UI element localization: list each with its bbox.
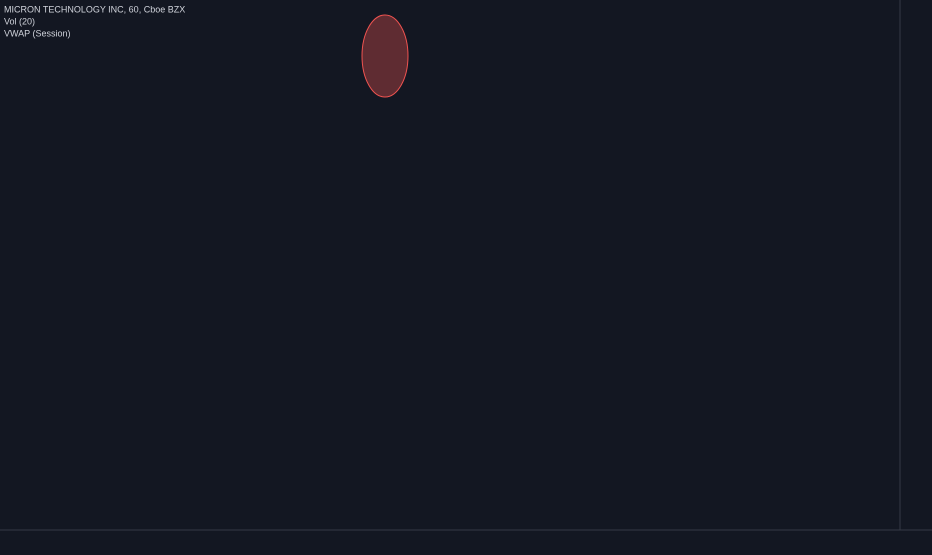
- chart-title: MICRON TECHNOLOGY INC, 60, Cboe BZX: [4, 4, 185, 14]
- price-axis: [900, 0, 932, 550]
- indicator-label: Vol (20): [4, 16, 35, 26]
- indicator-label: VWAP (Session): [4, 28, 71, 38]
- highlight-ellipse: [361, 14, 409, 98]
